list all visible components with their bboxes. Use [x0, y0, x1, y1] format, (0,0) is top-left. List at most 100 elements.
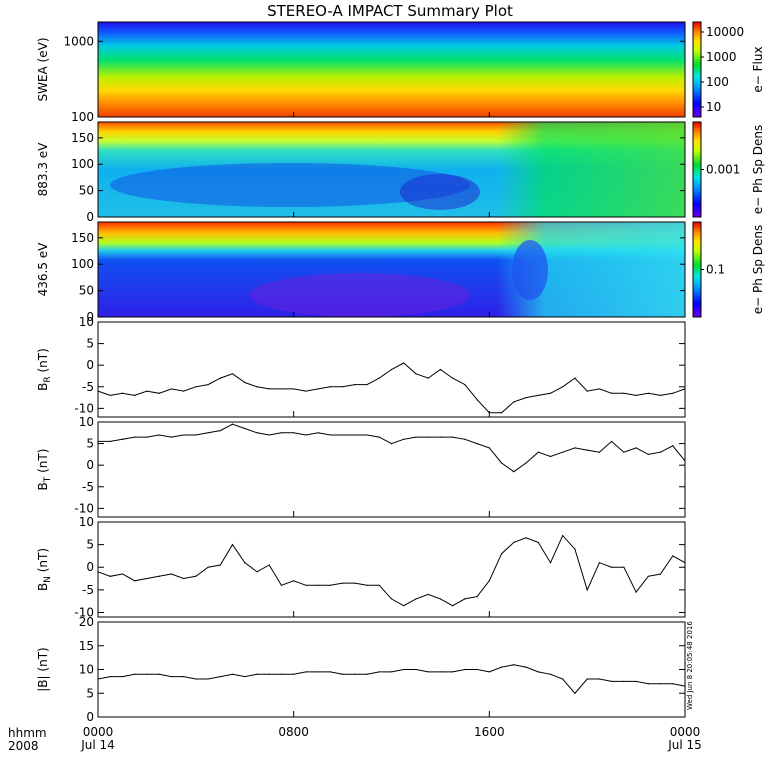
bmag-data-point [109, 676, 111, 678]
bt-ytick-label: -10 [74, 501, 94, 515]
br-data-point [415, 373, 417, 375]
br-data-point [611, 392, 613, 394]
bmag-data-point [647, 683, 649, 685]
bmag-data-point [378, 671, 380, 673]
bn-data-point [207, 566, 209, 568]
br-data-point [256, 386, 258, 388]
bn-data-point [366, 584, 368, 586]
bmag-data-point [562, 678, 564, 680]
br-ytick-label: -10 [74, 401, 94, 415]
bmag-data-point [329, 671, 331, 673]
bt-data-point [464, 438, 466, 440]
bmag-frame [97, 621, 686, 718]
bn-ylabel-main: B [36, 583, 50, 591]
bn-data-point [537, 541, 539, 543]
date-tick-label: Jul 14 [80, 738, 115, 752]
bt-data-point [195, 434, 197, 436]
time-tick-label: 0000 [670, 725, 701, 739]
bmag-data-point [549, 673, 552, 675]
bt-data-point [623, 451, 625, 453]
pad-436-ytick-label: 100 [71, 257, 94, 271]
pad-883-colorbar-tick-label: 0.001 [706, 163, 740, 177]
br-ytick-label: 5 [86, 337, 94, 351]
bn-data-point [562, 534, 564, 537]
bn-data-point [121, 573, 124, 575]
bmag-data-point [183, 676, 185, 678]
bt-data-point [513, 471, 515, 473]
bt-data-point [427, 436, 429, 438]
bt-data-point [305, 434, 307, 436]
colorbar-436 [692, 221, 702, 318]
colorbar-883 [692, 121, 702, 218]
time-tick-label: 0800 [278, 725, 309, 739]
bmag-data-point [500, 666, 503, 668]
swea-colorbar-label: e− Flux [751, 46, 765, 92]
bn-data-point [268, 564, 270, 566]
br-data-point [476, 399, 478, 401]
br-data-point [390, 368, 393, 371]
bmag-data-point [195, 678, 197, 680]
bt-data-point [647, 453, 649, 455]
bn-frame [97, 521, 686, 618]
bt-ytick-label: 5 [86, 437, 94, 451]
bt-panel: 10 5 0 -5 -10 BT (nT) [36, 415, 686, 518]
swea-ytick-label: 1000 [63, 34, 94, 48]
br-data-point [500, 412, 503, 414]
bt-data-point [244, 427, 246, 430]
bmag-data-point [684, 685, 686, 687]
br-ylabel: BR (nT) [36, 348, 53, 391]
br-data-point [341, 386, 344, 388]
bmag-data-point [121, 676, 124, 678]
bmag-data-point [390, 671, 393, 673]
br-data-point [598, 388, 600, 390]
bt-data-point [317, 432, 319, 434]
bn-data-point [293, 580, 295, 582]
br-data-point [207, 384, 209, 386]
bt-data-point [549, 455, 552, 458]
br-data-point [280, 388, 283, 390]
br-data-point [329, 386, 331, 388]
br-data-point [562, 386, 564, 388]
br-data-point [586, 390, 588, 392]
bn-data-point [598, 562, 600, 564]
bt-data-point [121, 438, 124, 440]
generation-timestamp: Wed Jun 8 20:05:48 2016 [686, 621, 694, 710]
br-data-point [354, 384, 356, 386]
br-data-point [121, 392, 124, 394]
bt-data-point [183, 434, 185, 436]
pad-883-ytick-label: 100 [71, 157, 94, 171]
bt-data-point [354, 434, 356, 436]
bn-data-point [378, 584, 380, 586]
bmag-data-point [366, 673, 368, 675]
bt-data-point [378, 436, 380, 438]
bt-data-point [207, 432, 209, 434]
bn-data-point [134, 580, 136, 582]
time-tick-label: 1600 [474, 725, 505, 739]
bt-ylabel-sub: T [43, 476, 53, 483]
bt-data-point [439, 436, 442, 438]
bn-data-point [488, 580, 490, 582]
bn-data-point [635, 591, 637, 593]
bn-data-point [305, 584, 307, 586]
pad-436-ylabel: 436.5 eV [36, 242, 50, 297]
br-data-point [146, 390, 148, 392]
bn-data-point [647, 575, 649, 577]
bt-data-point [366, 434, 368, 436]
pad-436-ytick-label: 150 [71, 231, 94, 245]
bmag-series-line [97, 664, 686, 695]
bmag-data-point [672, 683, 674, 685]
bmag-data-point [623, 680, 625, 682]
bn-ylabel: BN (nT) [36, 548, 53, 591]
bt-data-point [329, 434, 331, 436]
bmag-data-point [231, 673, 234, 675]
bt-data-point [280, 432, 283, 434]
br-ytick-label: 10 [79, 315, 94, 329]
br-data-point [109, 394, 111, 397]
bmag-data-point [452, 671, 454, 673]
br-data-point [231, 373, 234, 375]
date-tick-label: Jul 15 [667, 738, 702, 752]
bt-ytick-label: 0 [86, 458, 94, 472]
br-data-point [647, 392, 649, 394]
bmag-ytick-label: 0 [86, 710, 94, 724]
